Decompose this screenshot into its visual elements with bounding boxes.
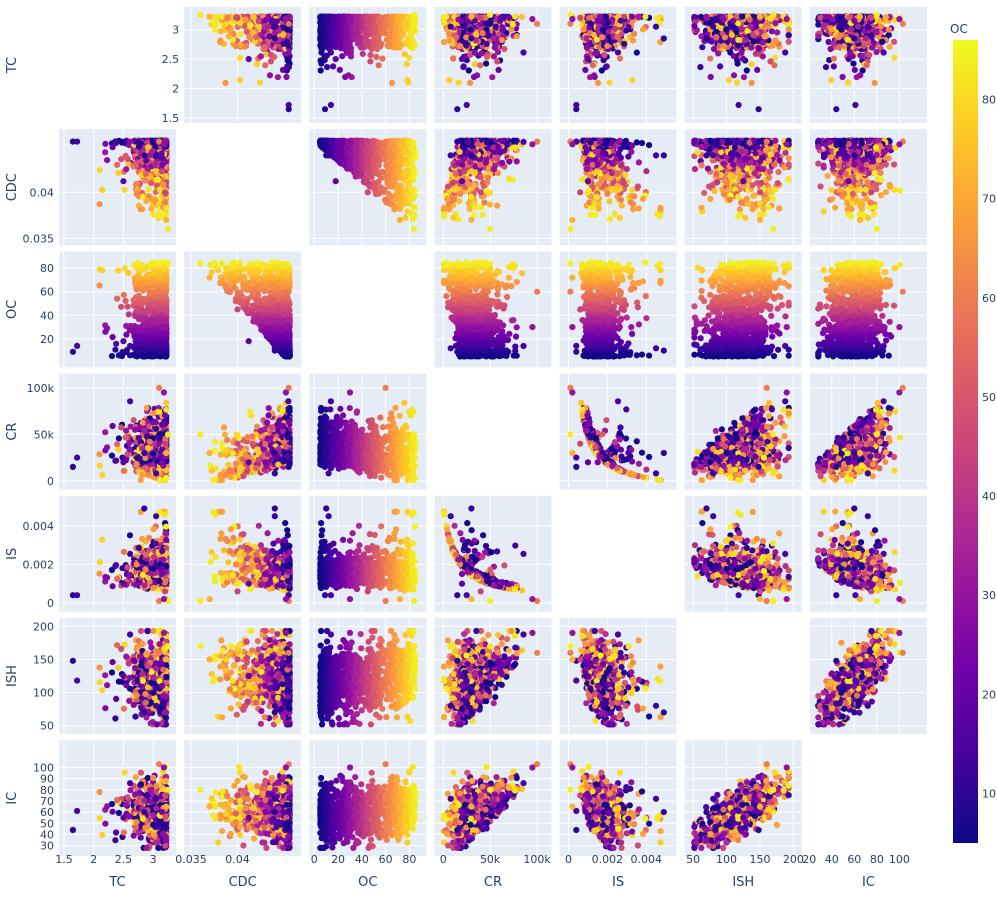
scatter-point xyxy=(212,27,218,33)
scatter-point xyxy=(283,74,289,80)
scatter-point xyxy=(237,77,243,83)
panel-tc-vs-cdc xyxy=(184,7,301,123)
scatter-point xyxy=(244,29,250,35)
scatter-point xyxy=(224,15,230,21)
scatter-point xyxy=(267,72,273,78)
scatter-point xyxy=(251,14,257,20)
scatter-point xyxy=(271,54,277,60)
scatter-point xyxy=(275,74,281,80)
scatter-point xyxy=(237,31,243,37)
scatter-point xyxy=(257,79,263,85)
scatter-point xyxy=(237,55,243,61)
scatter-point xyxy=(243,43,249,49)
scatter-point xyxy=(261,44,267,50)
scatter-point xyxy=(254,61,260,67)
scatter-point xyxy=(222,80,228,86)
scatter-point xyxy=(247,22,253,28)
panels-layer xyxy=(59,7,927,856)
